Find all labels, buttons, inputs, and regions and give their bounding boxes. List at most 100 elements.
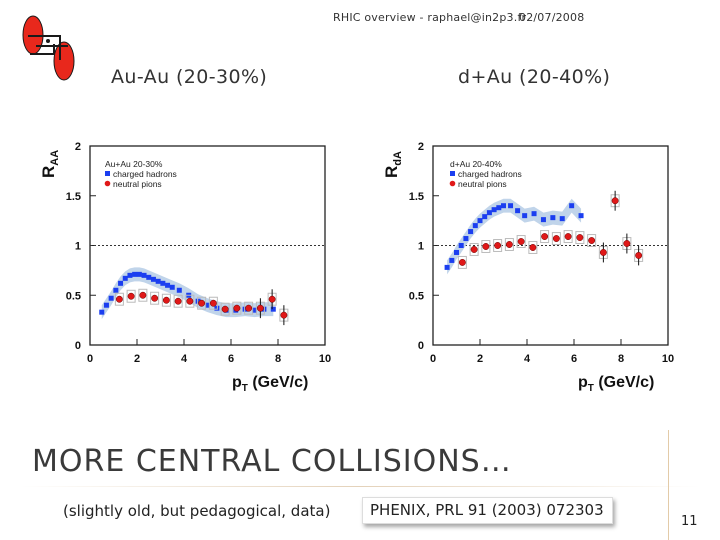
neutral-pion-syst-box bbox=[528, 241, 538, 254]
charged-hadron-point bbox=[136, 271, 142, 277]
charged-hadron-point bbox=[501, 203, 506, 209]
x-axis-label: pT (GeV/c) bbox=[232, 374, 308, 394]
y-tick-label: 1 bbox=[418, 241, 424, 253]
legend-swatch-charged bbox=[105, 171, 110, 176]
x-axis-label-sub: T bbox=[588, 383, 594, 394]
neutral-pion-point bbox=[256, 304, 264, 312]
charged-hadron-point bbox=[578, 213, 584, 219]
header-text: RHIC overview - raphael@in2p3.fr bbox=[333, 11, 527, 24]
charged-hadron-point bbox=[99, 309, 105, 315]
charged-hadron-point bbox=[155, 278, 161, 284]
charged-hadron-point bbox=[165, 282, 171, 288]
charged-hadron-point bbox=[468, 229, 474, 235]
x-axis-label-sub: T bbox=[242, 383, 248, 394]
y-axis-label-main: R bbox=[39, 166, 58, 178]
x-axis-label-main: p bbox=[232, 374, 242, 391]
charged-hadron-point bbox=[477, 218, 483, 224]
legend-entry: charged hadrons bbox=[113, 169, 177, 179]
x-axis-label-unit: (GeV/c) bbox=[248, 374, 308, 391]
charged-hadron-point bbox=[508, 203, 514, 209]
neutral-pion-syst-box bbox=[551, 232, 561, 246]
neutral-pion-syst-box bbox=[138, 288, 148, 302]
legend-swatch-pion bbox=[104, 180, 111, 187]
charged-hadron-point bbox=[150, 276, 156, 282]
legend-entry: charged hadrons bbox=[458, 169, 522, 179]
neutral-pion-point bbox=[552, 235, 560, 242]
x-tick-label: 6 bbox=[228, 353, 234, 365]
charged-hadron-point bbox=[522, 213, 528, 219]
neutral-pion-point bbox=[209, 299, 217, 307]
charged-hadron-point bbox=[127, 272, 133, 278]
neutral-pion-point bbox=[623, 240, 631, 247]
reference-box: PHENIX, PRL 91 (2003) 072303 bbox=[362, 497, 613, 524]
neutral-pion-syst-box bbox=[493, 239, 503, 252]
neutral-pion-syst-box bbox=[469, 243, 479, 256]
slide-title: MORE CENTRAL COLLISIONS… bbox=[32, 444, 512, 479]
x-tick-label: 0 bbox=[430, 353, 436, 365]
charged-hadron-point bbox=[118, 280, 124, 286]
charged-hadron-point bbox=[454, 249, 459, 255]
subtitle-right: d+Au (20-40%) bbox=[458, 66, 611, 88]
x-tick-label: 2 bbox=[134, 353, 140, 365]
subtitle-left: Au-Au (20-30%) bbox=[111, 66, 268, 88]
neutral-pion-syst-box bbox=[150, 291, 160, 305]
charged-hadron-point bbox=[550, 215, 556, 221]
charged-hadron-point bbox=[515, 208, 521, 214]
x-axis-label: pT (GeV/c) bbox=[578, 374, 654, 394]
neutral-pion-syst-box bbox=[575, 231, 585, 245]
neutral-pion-syst-box bbox=[587, 234, 597, 247]
neutral-pion-point bbox=[280, 311, 288, 319]
neutral-pion-syst-box bbox=[563, 230, 573, 244]
y-tick-label: 1 bbox=[75, 241, 81, 253]
y-tick-label: 0 bbox=[418, 340, 424, 352]
neutral-pion-point bbox=[233, 304, 241, 312]
neutral-pion-syst-box bbox=[244, 301, 254, 315]
neutral-pion-point bbox=[458, 258, 466, 266]
legend-title: Au+Au 20-30% bbox=[105, 159, 163, 169]
y-axis-label-main: R bbox=[382, 166, 401, 178]
charged-hadron-point bbox=[531, 211, 537, 217]
charged-hadron-point bbox=[141, 272, 147, 278]
y-tick-label: 1.5 bbox=[66, 191, 81, 203]
neutral-pion-point bbox=[588, 237, 596, 244]
charged-hadron-point bbox=[486, 210, 492, 216]
charged-hadron-point bbox=[252, 307, 257, 313]
neutral-pion-point bbox=[505, 241, 513, 248]
charged-hadron-point bbox=[449, 257, 455, 263]
charged-hadron-point bbox=[444, 264, 450, 270]
charged-hadron-point bbox=[108, 295, 114, 301]
caption-text: (slightly old, but pedagogical, data) bbox=[63, 502, 331, 520]
y-axis-label: RdA bbox=[382, 151, 404, 178]
y-tick-label: 0.5 bbox=[66, 290, 81, 302]
neutral-pion-point bbox=[268, 295, 276, 303]
y-tick-label: 2 bbox=[75, 141, 81, 153]
neutral-pion-point bbox=[576, 234, 584, 241]
decorative-divider bbox=[20, 486, 700, 487]
charged-hadron-point bbox=[559, 216, 565, 222]
neutral-pion-point bbox=[635, 252, 643, 259]
charged-hadron-point bbox=[103, 302, 109, 308]
charged-hadron-point bbox=[176, 287, 182, 293]
y-tick-label: 0.5 bbox=[409, 290, 424, 302]
decorative-vertical-rule bbox=[668, 430, 669, 540]
x-tick-label: 10 bbox=[319, 353, 331, 365]
legend-swatch-pion bbox=[449, 180, 456, 187]
charged-hadron-point bbox=[146, 274, 152, 280]
neutral-pion-point bbox=[482, 243, 490, 250]
neutral-pion-syst-box bbox=[126, 289, 136, 303]
neutral-pion-point bbox=[529, 244, 537, 251]
charged-hadron-point bbox=[270, 306, 276, 312]
neutral-pion-point bbox=[198, 299, 206, 307]
neutral-pion-syst-box bbox=[185, 294, 195, 308]
charged-hadron-point bbox=[113, 287, 119, 293]
x-tick-label: 8 bbox=[275, 353, 281, 365]
neutral-pion-point bbox=[599, 249, 607, 256]
neutral-pion-syst-box bbox=[481, 240, 491, 253]
neutral-pion-syst-box bbox=[197, 296, 207, 310]
neutral-pion-syst-box bbox=[504, 238, 514, 251]
neutral-pion-point bbox=[541, 233, 549, 240]
y-tick-label: 1.5 bbox=[409, 191, 424, 203]
y-tick-label: 2 bbox=[418, 141, 424, 153]
neutral-pion-point bbox=[611, 197, 619, 205]
